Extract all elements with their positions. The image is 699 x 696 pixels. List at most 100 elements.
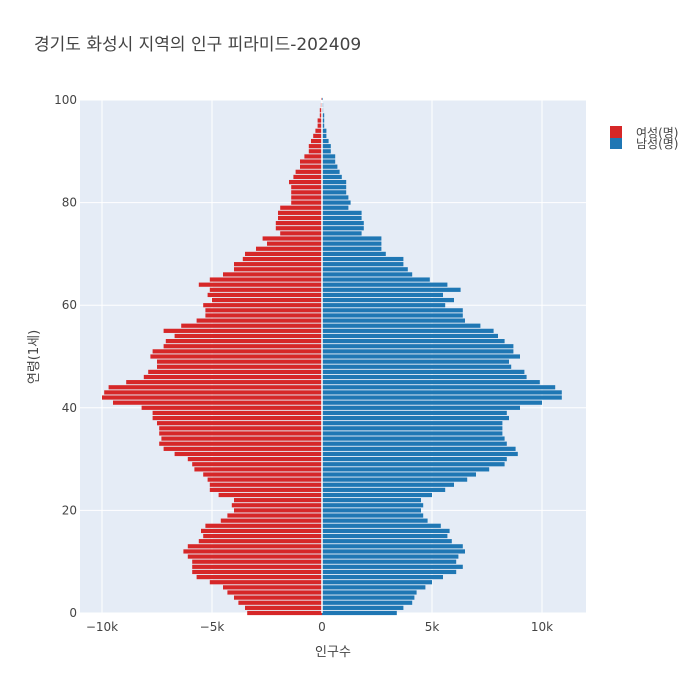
- bar-male-age-16: [322, 528, 450, 534]
- bar-male-age-85: [322, 174, 342, 180]
- bar-female-age-63: [209, 287, 322, 292]
- bar-female-age-35: [159, 431, 322, 436]
- bar-female-age-31: [174, 451, 322, 457]
- bar-female-age-36: [159, 426, 322, 431]
- bar-female-age-42: [102, 395, 322, 400]
- bar-female-age-47: [148, 369, 322, 374]
- bar-male-age-3: [322, 595, 415, 600]
- y-tick-label: 20: [62, 503, 77, 517]
- bar-male-age-79: [322, 205, 349, 210]
- bar-male-age-21: [322, 503, 424, 508]
- bar-female-age-96: [317, 118, 322, 123]
- bar-male-age-32: [322, 446, 516, 451]
- bar-female-age-33: [159, 441, 322, 446]
- legend-item-female[interactable]: 여성(명): [610, 126, 678, 140]
- bar-male-age-34: [322, 436, 505, 441]
- bar-female-age-6: [209, 580, 322, 585]
- bar-female-age-82: [291, 190, 322, 195]
- bar-male-age-29: [322, 462, 505, 467]
- bar-male-age-57: [322, 318, 465, 323]
- bar-male-age-42: [322, 395, 562, 400]
- bar-male-age-7: [322, 574, 443, 580]
- bar-male-age-94: [322, 128, 327, 133]
- bar-female-age-94: [315, 128, 322, 133]
- bar-male-age-25: [322, 482, 454, 487]
- bar-female-age-44: [108, 385, 322, 390]
- bar-male-age-26: [322, 477, 468, 482]
- bar-male-age-40: [322, 405, 520, 410]
- bar-male-age-2: [322, 600, 413, 605]
- bar-female-age-62: [207, 292, 322, 298]
- y-tick-label: 80: [62, 196, 77, 210]
- bar-female-age-16: [201, 528, 322, 534]
- bar-female-age-3: [234, 595, 322, 600]
- bar-male-age-13: [322, 544, 463, 549]
- legend-label-male: 남성(명): [636, 137, 678, 151]
- bar-male-age-82: [322, 190, 347, 195]
- bar-female-age-48: [157, 364, 322, 369]
- bar-male-age-50: [322, 354, 520, 359]
- bar-male-age-43: [322, 390, 562, 395]
- bar-male-age-51: [322, 349, 514, 354]
- bar-male-age-95: [322, 123, 325, 128]
- bar-male-age-27: [322, 472, 476, 477]
- bar-female-age-68: [234, 262, 322, 267]
- bar-male-age-91: [322, 144, 331, 149]
- bar-male-age-38: [322, 415, 509, 421]
- bar-female-age-56: [181, 323, 322, 328]
- bar-male-age-80: [322, 200, 351, 205]
- bar-female-age-51: [152, 349, 322, 354]
- bar-male-age-49: [322, 359, 509, 364]
- bar-male-age-12: [322, 549, 465, 554]
- bar-male-age-64: [322, 282, 448, 287]
- bar-female-age-5: [223, 585, 322, 590]
- bar-female-age-37: [157, 421, 322, 426]
- bar-female-age-39: [152, 410, 322, 416]
- bar-male-age-6: [322, 580, 432, 585]
- bar-male-age-67: [322, 267, 408, 272]
- bar-female-age-86: [295, 169, 322, 174]
- x-tick-label: −5k: [200, 620, 225, 634]
- bar-male-age-44: [322, 385, 556, 390]
- bar-female-age-17: [205, 523, 322, 528]
- bar-male-age-45: [322, 380, 540, 385]
- bar-female-age-70: [245, 251, 322, 257]
- bar-male-age-58: [322, 313, 463, 318]
- legend-item-male[interactable]: 남성(명): [610, 137, 678, 151]
- bar-female-age-2: [238, 600, 322, 605]
- bar-female-age-64: [198, 282, 322, 287]
- bar-female-age-9: [192, 564, 322, 569]
- bar-female-age-98: [319, 108, 322, 113]
- bar-female-age-10: [192, 559, 322, 564]
- bar-female-age-90: [308, 149, 322, 154]
- bar-male-age-66: [322, 272, 413, 277]
- bar-female-age-26: [207, 477, 322, 482]
- bar-male-age-53: [322, 339, 505, 344]
- bar-female-age-59: [205, 308, 322, 313]
- x-tick-label: 0: [318, 620, 326, 634]
- bar-female-age-38: [152, 415, 322, 421]
- bar-female-age-46: [143, 374, 322, 380]
- bar-female-age-43: [104, 390, 322, 395]
- bar-male-age-52: [322, 344, 514, 349]
- bar-female-age-71: [256, 246, 322, 251]
- bar-female-age-12: [183, 549, 322, 554]
- bar-male-age-90: [322, 149, 331, 154]
- bar-female-age-49: [157, 359, 322, 364]
- bar-female-age-25: [209, 482, 322, 487]
- bar-male-age-35: [322, 431, 503, 436]
- bar-female-age-34: [161, 436, 322, 441]
- bar-female-age-58: [205, 313, 322, 318]
- bar-female-age-45: [126, 380, 322, 385]
- bar-female-age-93: [313, 133, 322, 139]
- bar-male-age-28: [322, 467, 490, 472]
- male-bars: [322, 97, 562, 616]
- bar-female-age-81: [291, 195, 322, 200]
- bar-male-age-60: [322, 303, 446, 308]
- bar-male-age-77: [322, 215, 362, 221]
- bar-male-age-59: [322, 308, 463, 313]
- bar-female-age-13: [187, 544, 322, 549]
- chart-title: 경기도 화성시 지역의 인구 피라미드-202409: [34, 35, 361, 55]
- bar-male-age-0: [322, 610, 397, 616]
